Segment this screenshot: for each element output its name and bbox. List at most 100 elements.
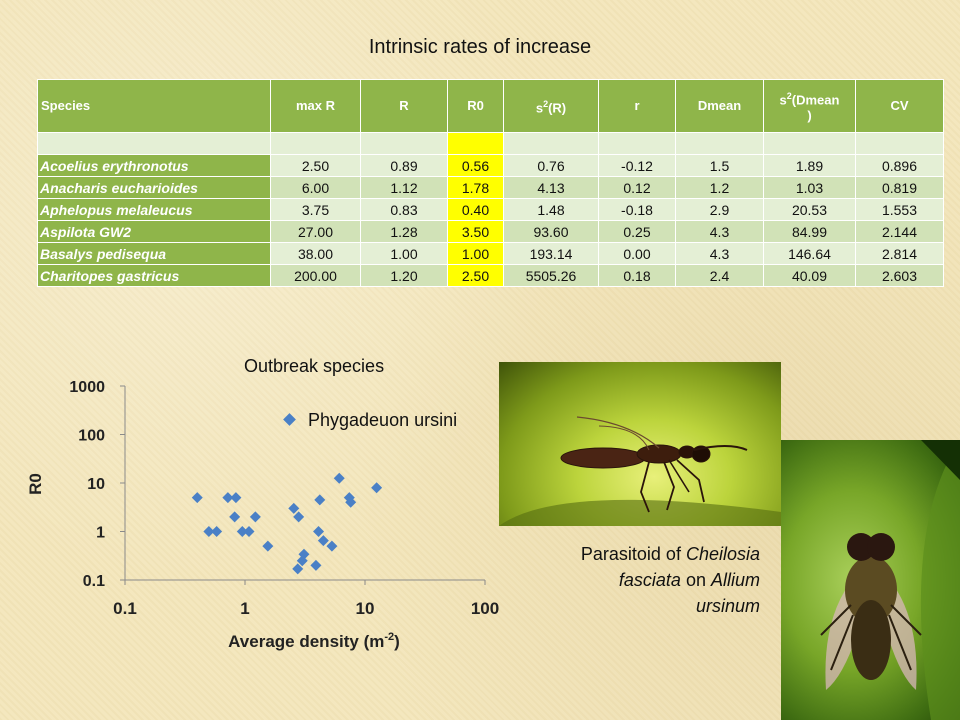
table-row: Aphelopus melaleucus 3.75 0.83 0.40 1.48 -0.1… xyxy=(37,198,944,221)
empty-cell xyxy=(598,132,676,155)
cell-r0: 0.40 xyxy=(447,198,504,221)
cell-cv: 2.603 xyxy=(855,264,944,287)
header-s2r-sup: 2 xyxy=(543,98,549,109)
header-s2r-r: (R) xyxy=(548,100,567,116)
wasp-photo xyxy=(499,362,781,526)
caption-genus-cheilosia: Cheilosia xyxy=(685,544,760,564)
cell-dmean: 1.2 xyxy=(675,176,764,199)
cell-cv: 2.144 xyxy=(855,220,944,243)
data-point xyxy=(310,559,322,571)
header-s2d-close: ) xyxy=(807,108,812,124)
cell-cv: 1.553 xyxy=(855,198,944,221)
table-row: Aspilota GW2 27.00 1.28 3.50 93.60 0.25 4.3 84.… xyxy=(37,220,944,243)
cell-r-val: 1.20 xyxy=(360,264,448,287)
cell-s2d: 40.09 xyxy=(763,264,856,287)
header-s2r: s2(R) xyxy=(503,79,599,133)
cell-s2d: 146.64 xyxy=(763,242,856,265)
y-tick-label: 100 xyxy=(78,428,105,445)
cell-species: Aspilota GW2 xyxy=(37,220,271,243)
x-tick-label: 1 xyxy=(240,599,249,618)
data-point xyxy=(293,511,305,523)
cell-r: -0.12 xyxy=(598,154,676,177)
cell-s2d: 1.03 xyxy=(763,176,856,199)
cell-r: 0.25 xyxy=(598,220,676,243)
photo-caption: Parasitoid of Cheilosia fasciata on Alli… xyxy=(538,541,760,619)
empty-cell xyxy=(763,132,856,155)
cell-r-val: 1.28 xyxy=(360,220,448,243)
data-point xyxy=(191,492,203,504)
cell-dmean: 2.9 xyxy=(675,198,764,221)
cell-cv: 0.896 xyxy=(855,154,944,177)
page-title: Intrinsic rates of increase xyxy=(368,36,592,58)
data-point xyxy=(333,472,345,484)
cell-r0: 3.50 xyxy=(447,220,504,243)
data-point xyxy=(314,494,326,506)
header-r0: R0 xyxy=(447,79,504,133)
data-point xyxy=(211,526,223,537)
header-s2d-dmean: (Dmean xyxy=(791,92,840,108)
empty-cell xyxy=(855,132,944,155)
x-tick-label: 100 xyxy=(471,599,499,618)
cell-r0: 1.78 xyxy=(447,176,504,199)
header-s2r-s: s xyxy=(535,100,544,116)
cell-max-r: 38.00 xyxy=(270,242,361,265)
y-tick-label: 1 xyxy=(96,525,105,542)
data-point xyxy=(326,540,338,552)
cell-r-val: 0.83 xyxy=(360,198,448,221)
cell-r0: 0.56 xyxy=(447,154,504,177)
chart-title: Outbreak species xyxy=(244,356,385,376)
y-tick-label: 1000 xyxy=(69,379,105,396)
cell-s2r: 5505.26 xyxy=(503,264,599,287)
cell-species: Anacharis eucharioides xyxy=(37,176,271,199)
cell-species: Aphelopus melaleucus xyxy=(37,198,271,221)
cell-r: 0.00 xyxy=(598,242,676,265)
header-s2d-s: s xyxy=(779,92,787,108)
cell-r: 0.18 xyxy=(598,264,676,287)
data-point xyxy=(203,526,215,537)
legend-label: Phygadeuon ursini xyxy=(308,410,458,430)
cell-max-r: 3.75 xyxy=(270,198,361,221)
hoverfly-photo xyxy=(781,440,960,720)
x-tick-label: 10 xyxy=(356,599,375,618)
cell-max-r: 27.00 xyxy=(270,220,361,243)
data-point xyxy=(288,502,300,514)
data-point xyxy=(296,555,308,567)
data-point xyxy=(371,482,383,494)
y-axis-label: R0 xyxy=(26,473,45,495)
cell-species: Acoelius erythronotus xyxy=(37,154,271,177)
cell-r0: 2.50 xyxy=(447,264,504,287)
header-dmean: Dmean xyxy=(675,79,764,133)
x-axis-label: Average density (m-2) xyxy=(228,631,400,651)
cell-dmean: 4.3 xyxy=(675,220,764,243)
cell-s2r: 4.13 xyxy=(503,176,599,199)
data-point xyxy=(249,511,261,523)
wasp-image xyxy=(499,416,781,526)
table-empty-row xyxy=(37,132,944,155)
header-r: r xyxy=(598,79,676,133)
caption-text-a: Parasitoid of xyxy=(580,544,686,564)
data-point xyxy=(313,526,325,537)
table-row: Anacharis eucharioides 6.00 1.12 1.78 4.13 0.… xyxy=(37,176,944,199)
cell-r0: 1.00 xyxy=(447,242,504,265)
hoverfly-image xyxy=(820,440,960,720)
table-header-row: Species max R R R0 s2(R) r Dmean s2(Dmea… xyxy=(37,79,944,133)
cell-dmean: 2.4 xyxy=(675,264,764,287)
cell-s2d: 84.99 xyxy=(763,220,856,243)
data-point xyxy=(229,511,241,523)
header-s2d-sup: 2 xyxy=(786,90,792,101)
data-point xyxy=(317,535,329,547)
data-point xyxy=(262,540,274,552)
x-tick-label: 0.1 xyxy=(113,599,137,618)
cell-s2d: 20.53 xyxy=(763,198,856,221)
data-point xyxy=(236,526,248,537)
caption-genus-allium: Allium xyxy=(710,570,760,590)
caption-text-on: on xyxy=(680,570,711,590)
cell-species: Basalys pedisequa xyxy=(37,242,271,265)
table-row: Acoelius erythronotus 2.50 0.89 0.56 0.76 -0.… xyxy=(37,154,944,177)
cell-s2d: 1.89 xyxy=(763,154,856,177)
header-max-r: max R xyxy=(270,79,361,133)
cell-dmean: 1.5 xyxy=(675,154,764,177)
y-tick-label: 0.1 xyxy=(83,573,105,590)
data-point xyxy=(345,496,357,508)
